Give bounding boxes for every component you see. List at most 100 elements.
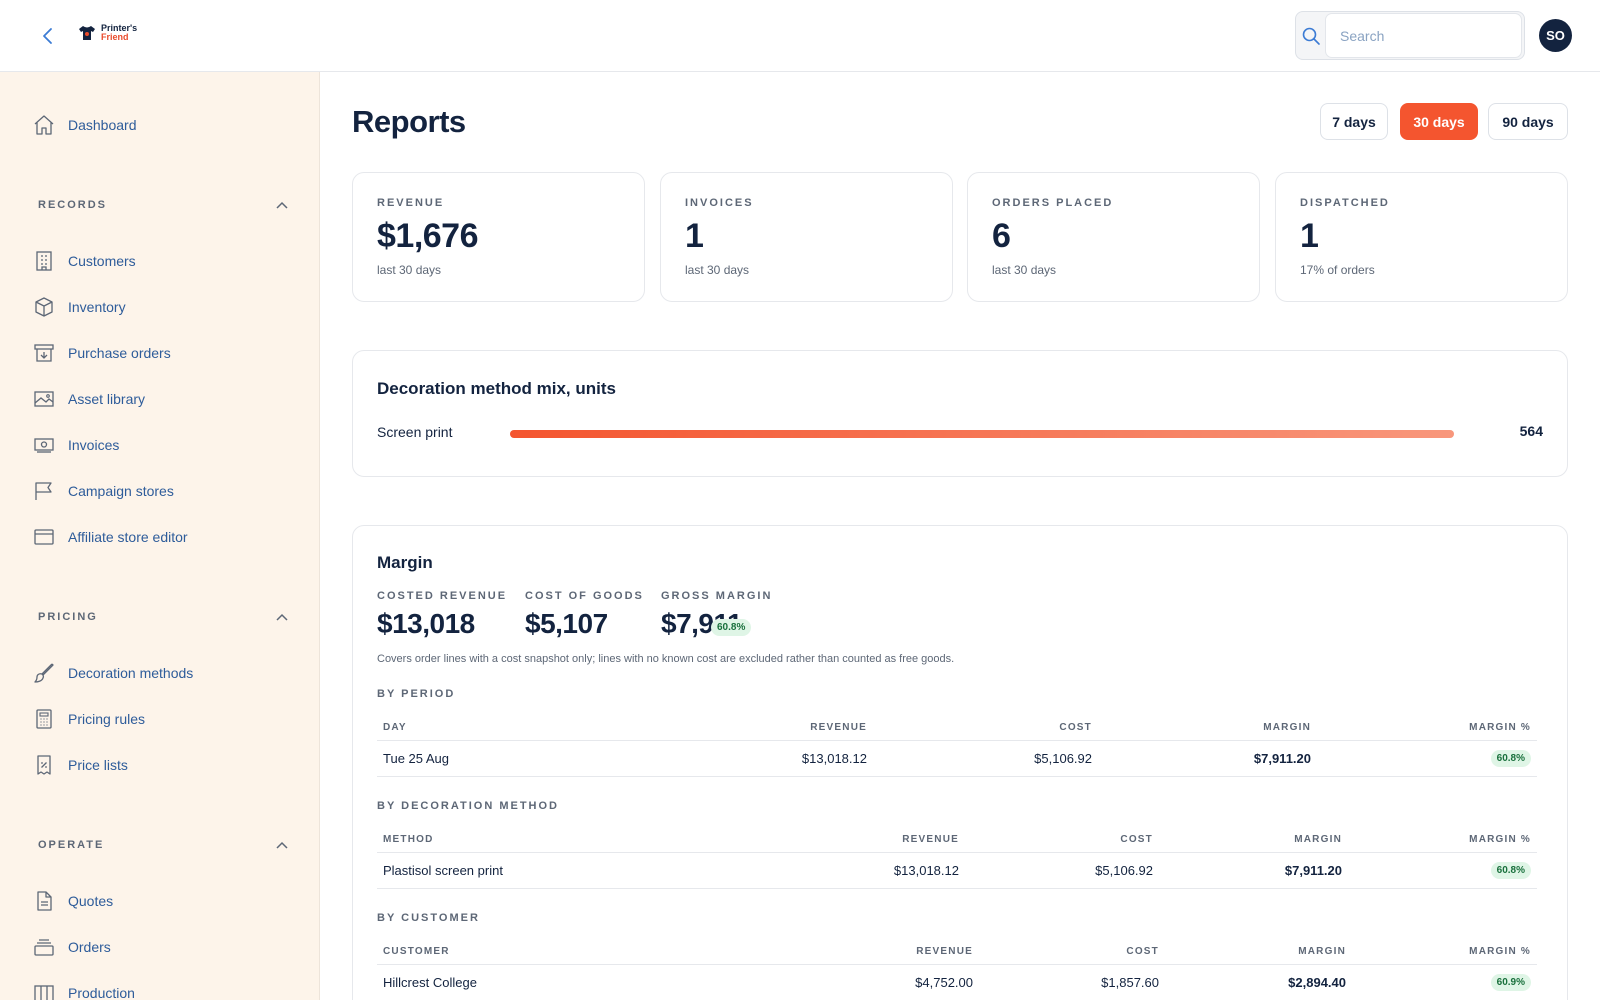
sidebar-item-label: Pricing rules (68, 711, 146, 727)
chevron-left-icon (43, 28, 52, 44)
sidebar-item-label: Inventory (68, 299, 126, 315)
stat-subtext: 17% of orders (1300, 263, 1375, 277)
sidebar-item-label: Orders (68, 939, 111, 955)
stack-icon (34, 939, 54, 956)
gross-margin-label: GROSS MARGIN (661, 590, 773, 602)
sidebar-item-label: Price lists (68, 757, 128, 773)
column-header: MARGIN % (1469, 722, 1531, 733)
sidebar-item-campaign-stores[interactable]: Campaign stores (32, 477, 174, 505)
logo-line-2: Friend (101, 32, 129, 42)
back-button[interactable] (36, 24, 60, 48)
column-header: REVENUE (902, 834, 959, 845)
column-header: COST (1120, 834, 1153, 845)
table-cell: $7,911.20 (1253, 751, 1311, 766)
table-cell: $1,857.60 (1101, 975, 1159, 990)
chevron-up-icon (276, 201, 288, 209)
divider (377, 740, 1537, 741)
sidebar-item-label: Production (68, 985, 135, 1000)
sidebar-item-label: Dashboard (68, 117, 137, 133)
section-label: RECORDS (38, 199, 108, 211)
section-operate[interactable]: OPERATE (38, 835, 288, 855)
sidebar-item-inventory[interactable]: Inventory (32, 293, 126, 321)
column-header: DAY (383, 722, 407, 733)
sidebar-item-customers[interactable]: Customers (32, 247, 136, 275)
chevron-up-icon (276, 613, 288, 621)
image-icon (34, 391, 54, 407)
home-icon (34, 115, 54, 135)
gross-margin-badge: 60.8% (711, 619, 752, 636)
sidebar-item-label: Purchase orders (68, 345, 171, 361)
costed-revenue-value: $13,018 (377, 608, 475, 639)
stat-card-dispatched: DISPATCHED 1 17% of orders (1275, 172, 1568, 302)
section-pricing[interactable]: PRICING (38, 607, 288, 627)
document-icon (37, 891, 52, 911)
sidebar-item-purchase-orders[interactable]: Purchase orders (32, 339, 171, 367)
stat-label: INVOICES (685, 197, 754, 209)
column-header: COST (1059, 722, 1092, 733)
column-header: COST (1126, 946, 1159, 957)
search-input[interactable] (1325, 13, 1522, 58)
mix-bar-track (510, 430, 1454, 438)
sidebar-item-quotes[interactable]: Quotes (32, 887, 113, 915)
sidebar-item-label: Affiliate store editor (68, 529, 188, 545)
column-header: MARGIN (1298, 946, 1346, 957)
avatar[interactable]: SO (1539, 19, 1572, 52)
margin-pct-badge: 60.8% (1490, 750, 1531, 767)
mix-row-label: Screen print (377, 424, 453, 440)
stat-card-revenue: REVENUE $1,676 last 30 days (352, 172, 645, 302)
receipt-percent-icon (37, 755, 51, 775)
divider (377, 888, 1537, 889)
sidebar-item-decoration-methods[interactable]: Decoration methods (32, 659, 193, 687)
stat-value: 1 (685, 217, 704, 255)
table-by-period: DAY REVENUE COST MARGIN MARGIN % Tue 25 … (377, 713, 1537, 777)
costed-revenue-label: COSTED REVENUE (377, 590, 508, 602)
logo[interactable]: Printer's Friend (78, 24, 137, 42)
sidebar-item-price-lists[interactable]: Price lists (32, 751, 128, 779)
sidebar-item-label: Customers (68, 253, 136, 269)
divider (377, 776, 1537, 777)
margin-pct-badge: 60.9% (1490, 974, 1531, 991)
search-icon[interactable] (1296, 12, 1325, 59)
section-records[interactable]: RECORDS (38, 195, 288, 215)
table-cell: Tue 25 Aug (383, 751, 450, 766)
table-cell: Plastisol screen print (383, 863, 503, 878)
chevron-up-icon (276, 841, 288, 849)
page-title: Reports (352, 104, 466, 139)
section-label: PRICING (38, 611, 98, 623)
sidebar-item-asset-library[interactable]: Asset library (32, 385, 145, 413)
sidebar-item-invoices[interactable]: Invoices (32, 431, 119, 459)
main-content: Reports 7 days 30 days 90 days REVENUE $… (320, 72, 1600, 1000)
table-cell: $5,106.92 (1034, 751, 1092, 766)
stat-subtext: last 30 days (685, 263, 750, 277)
range-90-days-button[interactable]: 90 days (1488, 103, 1568, 140)
range-30-days-button[interactable]: 30 days (1400, 103, 1478, 140)
column-header: METHOD (383, 834, 434, 845)
archive-icon (34, 344, 54, 362)
margin-card: Margin COSTED REVENUE $13,018 COST OF GO… (352, 525, 1568, 1000)
column-header: REVENUE (810, 722, 867, 733)
table-cell: 60.9% (1490, 973, 1531, 991)
table-cell: $2,894.40 (1288, 975, 1346, 990)
top-bar: Printer's Friend SO (0, 0, 1600, 72)
sidebar-item-affiliate-store-editor[interactable]: Affiliate store editor (32, 523, 188, 551)
table-cell: Hillcrest College (383, 975, 477, 990)
card-title: Decoration method mix, units (377, 379, 616, 398)
stat-subtext: last 30 days (992, 263, 1057, 277)
table-by-customer: CUSTOMER REVENUE COST MARGIN MARGIN % Hi… (377, 937, 1537, 1000)
paintbrush-icon (34, 663, 54, 683)
sidebar-item-orders[interactable]: Orders (32, 933, 111, 961)
table-cell: 60.8% (1490, 861, 1531, 879)
table-cell: $4,752.00 (915, 975, 973, 990)
sidebar-item-production[interactable]: Production (32, 979, 135, 1000)
search-box (1295, 11, 1525, 60)
column-header: MARGIN (1263, 722, 1311, 733)
sidebar-item-pricing-rules[interactable]: Pricing rules (32, 705, 145, 733)
stat-subtext: last 30 days (377, 263, 442, 277)
stat-label: REVENUE (377, 197, 445, 209)
sidebar-item-label: Asset library (68, 391, 146, 407)
range-7-days-button[interactable]: 7 days (1320, 103, 1388, 140)
mix-bar-fill (510, 430, 1454, 438)
table-cell: $13,018.12 (893, 863, 959, 878)
sidebar-item-dashboard[interactable]: Dashboard (32, 111, 137, 139)
banknote-icon (34, 438, 54, 453)
